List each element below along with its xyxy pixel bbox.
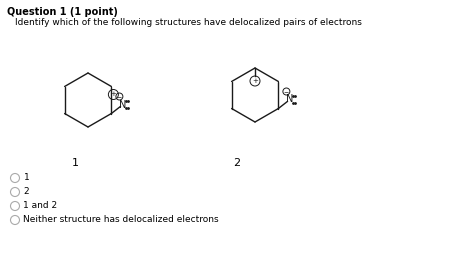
Text: −: − xyxy=(284,89,289,94)
Text: +: + xyxy=(110,91,116,98)
Text: Neither structure has delocalized electrons: Neither structure has delocalized electr… xyxy=(24,215,219,225)
Text: +: + xyxy=(252,78,258,84)
Text: −: − xyxy=(117,94,122,99)
Text: N: N xyxy=(286,95,293,105)
Text: Identify which of the following structures have delocalized pairs of electrons: Identify which of the following structur… xyxy=(15,18,362,27)
Text: 1: 1 xyxy=(24,173,29,183)
Text: 1 and 2: 1 and 2 xyxy=(24,202,58,210)
Text: Question 1 (1 point): Question 1 (1 point) xyxy=(7,7,118,17)
Text: N: N xyxy=(118,99,126,110)
Text: 2: 2 xyxy=(24,188,29,196)
Text: 2: 2 xyxy=(233,158,241,168)
Text: 1: 1 xyxy=(72,158,79,168)
